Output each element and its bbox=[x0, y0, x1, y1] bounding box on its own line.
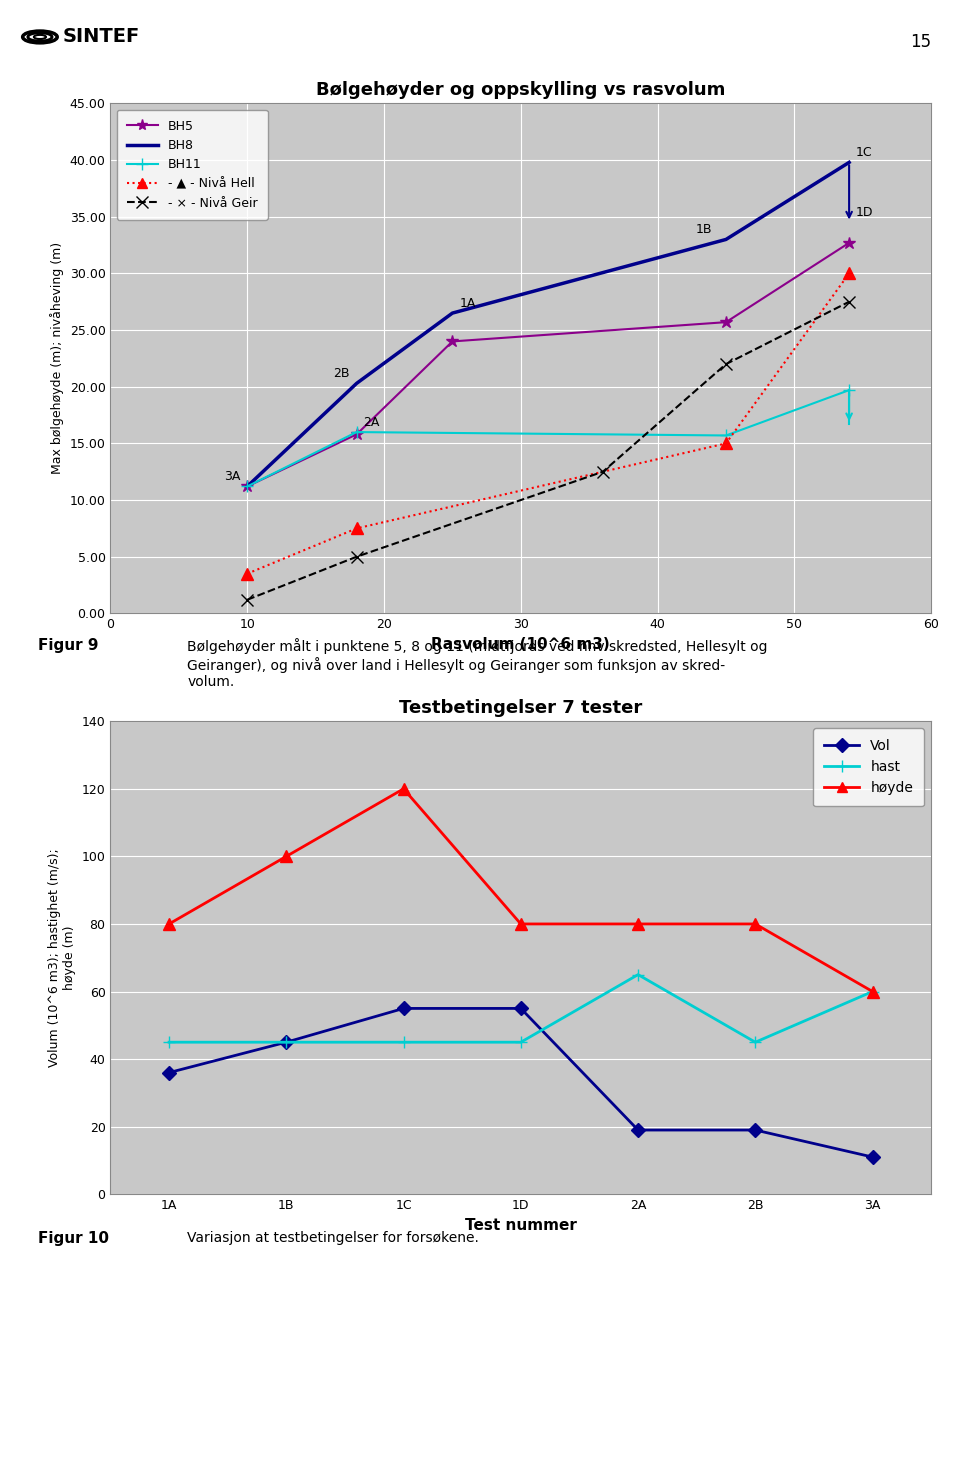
høyde bbox=[515, 915, 526, 933]
Vol bbox=[280, 1033, 292, 1051]
Text: 1C: 1C bbox=[856, 146, 873, 160]
BH5 bbox=[351, 426, 363, 443]
Nivå Geir bbox=[843, 293, 854, 310]
Nivå Hell bbox=[351, 519, 363, 537]
Line: BH8: BH8 bbox=[248, 163, 849, 486]
høyde bbox=[750, 915, 761, 933]
BH8 bbox=[843, 154, 854, 171]
X-axis label: Test nummer: Test nummer bbox=[465, 1218, 577, 1233]
BH8 bbox=[242, 477, 253, 495]
Text: 1D: 1D bbox=[856, 205, 874, 219]
høyde bbox=[867, 983, 878, 1001]
BH5 bbox=[843, 234, 854, 251]
Text: Variasjon at testbetingelser for forsøkene.: Variasjon at testbetingelser for forsøke… bbox=[187, 1231, 479, 1244]
Text: 15: 15 bbox=[910, 33, 931, 50]
Vol bbox=[867, 1148, 878, 1166]
Title: Bølgehøyder og oppskylling vs rasvolum: Bølgehøyder og oppskylling vs rasvolum bbox=[316, 81, 726, 99]
Y-axis label: Volum (10^6 m3); hastighet (m/s);
høyde (m): Volum (10^6 m3); hastighet (m/s); høyde … bbox=[48, 848, 76, 1067]
BH11 bbox=[242, 477, 253, 495]
Text: 3A: 3A bbox=[224, 470, 240, 483]
Text: 2A: 2A bbox=[364, 415, 380, 429]
Legend: BH5, BH8, BH11, - ▲ - Nivå Hell, - × - Nivå Geir: BH5, BH8, BH11, - ▲ - Nivå Hell, - × - N… bbox=[117, 109, 268, 220]
Title: Testbetingelser 7 tester: Testbetingelser 7 tester bbox=[399, 699, 642, 717]
Vol bbox=[750, 1122, 761, 1140]
BH5 bbox=[242, 477, 253, 495]
hast bbox=[867, 983, 878, 1001]
Vol bbox=[397, 999, 409, 1017]
hast bbox=[397, 1033, 409, 1051]
hast bbox=[163, 1033, 175, 1051]
Vol bbox=[163, 1064, 175, 1082]
høyde bbox=[280, 847, 292, 865]
BH5 bbox=[446, 333, 458, 350]
Nivå Geir bbox=[351, 548, 363, 566]
Line: hast: hast bbox=[163, 968, 878, 1048]
Line: høyde: høyde bbox=[163, 783, 878, 998]
Text: Bølgehøyder målt i punktene 5, 8 og 11 (midtfjords ved hhv skredsted, Hellesylt : Bølgehøyder målt i punktene 5, 8 og 11 (… bbox=[187, 638, 768, 689]
høyde bbox=[163, 915, 175, 933]
Nivå Hell bbox=[843, 265, 854, 282]
hast bbox=[515, 1033, 526, 1051]
hast bbox=[633, 965, 644, 983]
Nivå Hell bbox=[720, 435, 732, 452]
Text: 2B: 2B bbox=[333, 367, 349, 380]
Nivå Geir bbox=[242, 591, 253, 609]
Y-axis label: Max bølgehøyde (m); nivåheving (m): Max bølgehøyde (m); nivåheving (m) bbox=[50, 242, 64, 474]
BH8 bbox=[720, 231, 732, 248]
X-axis label: Rasvolum (10^6 m3): Rasvolum (10^6 m3) bbox=[431, 637, 611, 652]
Line: BH5: BH5 bbox=[241, 236, 855, 492]
hast bbox=[280, 1033, 292, 1051]
Line: BH11: BH11 bbox=[241, 384, 855, 492]
Text: 1A: 1A bbox=[459, 297, 475, 310]
BH8 bbox=[351, 374, 363, 392]
Nivå Geir bbox=[597, 463, 609, 480]
Text: SINTEF: SINTEF bbox=[62, 28, 139, 46]
hast bbox=[750, 1033, 761, 1051]
BH11 bbox=[351, 423, 363, 440]
Legend: Vol, hast, høyde: Vol, hast, høyde bbox=[813, 729, 924, 807]
Vol bbox=[633, 1122, 644, 1140]
høyde bbox=[397, 780, 409, 798]
Text: 1B: 1B bbox=[696, 223, 712, 236]
høyde bbox=[633, 915, 644, 933]
Line: Vol: Vol bbox=[164, 1004, 877, 1162]
Line: Nivå Geir: Nivå Geir bbox=[241, 296, 855, 606]
Text: Figur 10: Figur 10 bbox=[38, 1231, 109, 1246]
BH8 bbox=[446, 304, 458, 322]
Line: Nivå Hell: Nivå Hell bbox=[242, 268, 854, 579]
Nivå Geir bbox=[720, 355, 732, 372]
BH5 bbox=[720, 313, 732, 331]
BH11 bbox=[720, 427, 732, 445]
Nivå Hell bbox=[242, 565, 253, 582]
Vol bbox=[515, 999, 526, 1017]
BH11 bbox=[843, 381, 854, 399]
Text: Figur 9: Figur 9 bbox=[38, 638, 99, 653]
